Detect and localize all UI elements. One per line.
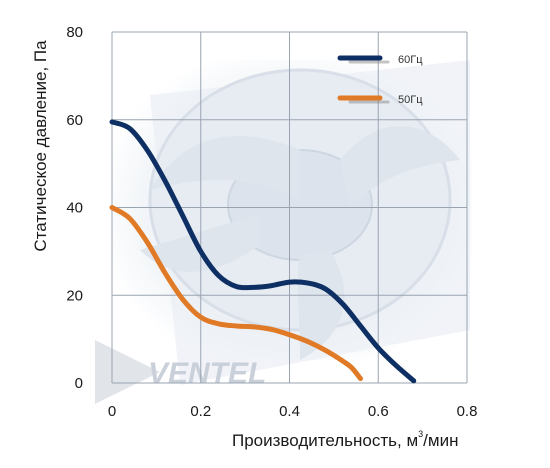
- x-axis-title-main: Производительность, м: [232, 431, 418, 450]
- legend-label-0: 60Гц: [398, 54, 423, 66]
- series-line-0: [109, 119, 417, 384]
- x-tick-label: 0.4: [279, 403, 300, 420]
- watermark-text: VENTEL: [148, 357, 266, 390]
- y-tick-label: 60: [66, 112, 83, 129]
- chart-grid: [111, 31, 468, 384]
- x-axis-title-suffix: /мин: [423, 431, 458, 450]
- y-tick-labels: 0 20 40 60 80: [66, 24, 83, 392]
- x-tick-label: 0.2: [190, 403, 211, 420]
- x-tick-label: 0: [108, 403, 116, 420]
- series-line-1: [109, 205, 363, 382]
- x-tick-labels: 0 0.2 0.4 0.6 0.8: [108, 403, 478, 420]
- y-tick-label: 40: [66, 200, 83, 217]
- y-tick-label: 80: [66, 24, 83, 41]
- fan-background: [112, 60, 472, 385]
- x-tick-label: 0.6: [368, 403, 389, 420]
- y-tick-label: 0: [75, 375, 83, 392]
- x-tick-label: 0.8: [457, 403, 478, 420]
- y-tick-label: 20: [66, 287, 83, 304]
- ventel-watermark: VENTEL: [95, 340, 266, 404]
- legend: 60Гц 50Гц: [337, 54, 423, 106]
- y-axis-title: Статическое давление, Па: [31, 40, 50, 252]
- series-lines: [109, 119, 417, 384]
- x-axis-title-sup: 3: [418, 429, 423, 439]
- x-axis-title: Производительность, м3/мин: [232, 429, 458, 450]
- legend-label-1: 50Гц: [398, 94, 423, 106]
